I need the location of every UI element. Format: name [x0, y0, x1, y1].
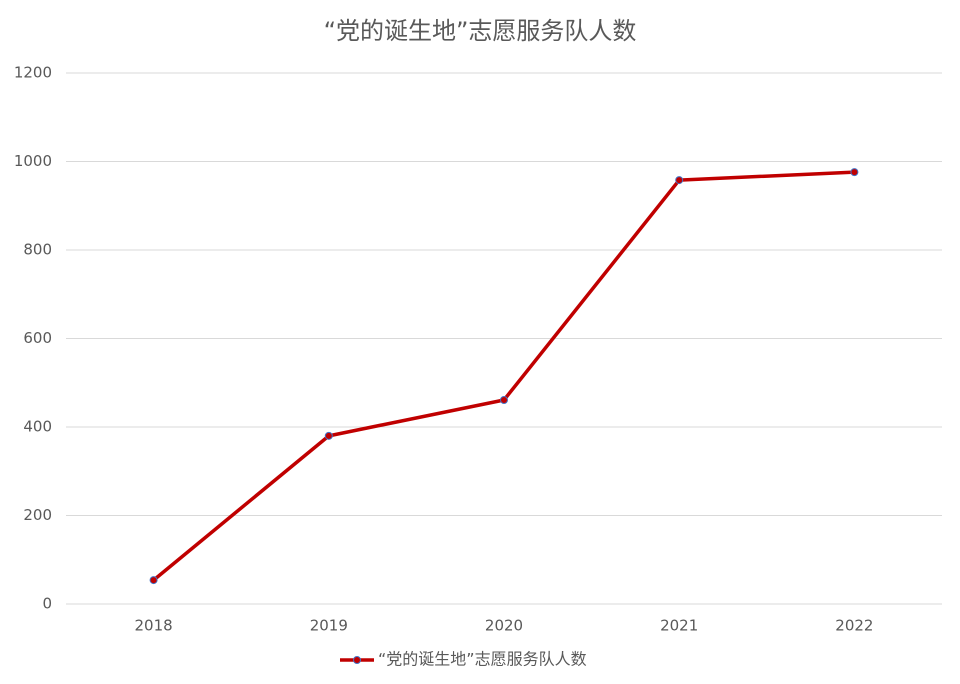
data-point — [850, 168, 859, 177]
y-tick-label: 800 — [23, 241, 52, 259]
data-point — [500, 396, 508, 405]
x-tick-label: 2022 — [835, 617, 873, 635]
x-tick-label: 2019 — [310, 617, 348, 635]
y-tick-label: 400 — [23, 418, 52, 436]
legend-marker — [353, 656, 361, 664]
data-point — [324, 431, 333, 440]
data-point — [675, 176, 684, 185]
x-tick-label: 2018 — [135, 617, 173, 635]
legend-label: “党的诞生地”志愿服务队人数 — [378, 650, 587, 669]
data-point — [149, 576, 158, 585]
chart-title: “党的诞生地”志愿服务队人数 — [324, 17, 637, 45]
y-tick-label: 1000 — [14, 152, 52, 170]
data-line — [152, 170, 855, 582]
y-tick-label: 200 — [23, 506, 52, 524]
y-tick-label: 1200 — [14, 64, 52, 82]
x-tick-label: 2021 — [660, 617, 698, 635]
x-tick-label: 2020 — [485, 617, 523, 635]
y-tick-label: 0 — [42, 595, 52, 613]
y-tick-label: 600 — [23, 329, 52, 347]
